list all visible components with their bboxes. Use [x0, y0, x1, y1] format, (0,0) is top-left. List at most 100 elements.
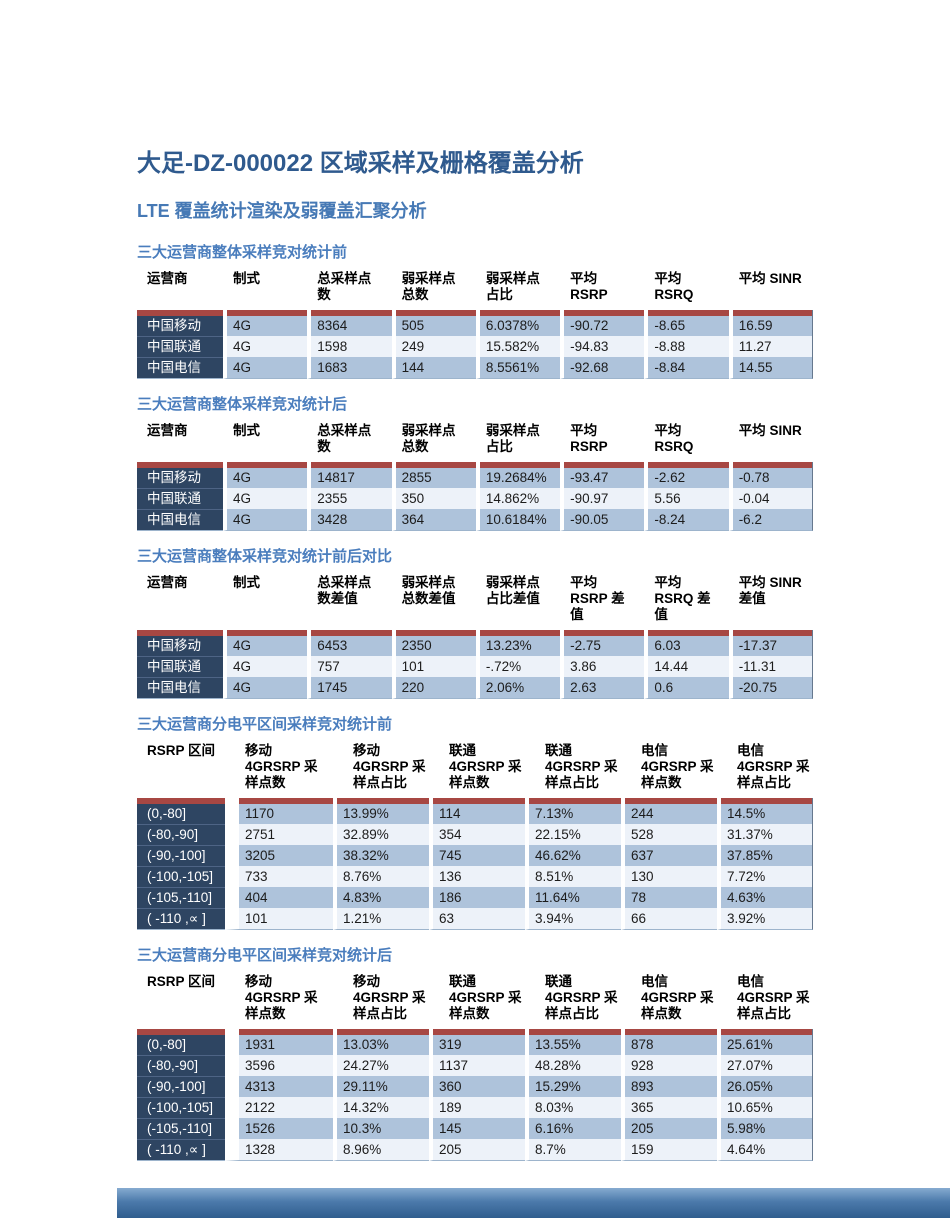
data-cell: 11.27 [728, 336, 813, 357]
row-label-cell: 中国电信 [137, 677, 223, 699]
data-cell: -0.04 [728, 488, 813, 509]
column-header: 移动 4GRSRP 采 样点数 [225, 740, 333, 798]
data-cell: 6.03 [644, 636, 729, 656]
data-cell: 3.92% [717, 908, 813, 930]
red-accent-segment [137, 462, 223, 468]
data-cell: 186 [429, 887, 525, 908]
row-label-cell: 中国联通 [137, 336, 223, 357]
table-row: 中国电信 4G 1683 144 8.5561% -92.68 -8.84 14.55 [137, 357, 813, 379]
column-header: 电信 4GRSRP 采 样点占比 [717, 971, 813, 1029]
table-row: 中国移动 4G 8364 505 6.0378% -90.72 -8.65 16.59 [137, 316, 813, 336]
red-accent-segment [391, 310, 476, 316]
column-header: 平均 SINR [728, 268, 813, 310]
table-row: 中国联通 4G 757 101 -.72% 3.86 14.44 -11.31 [137, 656, 813, 677]
data-cell: 354 [429, 824, 525, 845]
data-cell: 8364 [307, 316, 392, 336]
data-cell: 5.98% [717, 1118, 813, 1139]
column-header: 制式 [223, 572, 308, 630]
red-accent-segment [137, 630, 223, 636]
data-cell: -2.75 [560, 636, 645, 656]
data-cell: 101 [391, 656, 476, 677]
data-cell: 8.03% [525, 1097, 621, 1118]
data-cell: 4G [223, 509, 308, 531]
data-cell: 360 [429, 1076, 525, 1097]
data-cell: 13.99% [333, 804, 429, 824]
table-row: (-90,-100] 3205 38.32% 745 46.62% 637 37.85% [137, 845, 813, 866]
data-cell: 32.89% [333, 824, 429, 845]
red-accent-segment [429, 1029, 525, 1035]
data-cell: 2355 [307, 488, 392, 509]
table-row: 中国联通 4G 2355 350 14.862% -90.97 5.56 -0.04 [137, 488, 813, 509]
data-cell: 4G [223, 357, 308, 379]
data-cell: 14.55 [728, 357, 813, 379]
data-cell: 13.55% [525, 1035, 621, 1055]
red-accent-segment [429, 798, 525, 804]
red-accent-bar [137, 462, 813, 468]
data-cell: 249 [391, 336, 476, 357]
data-cell: 220 [391, 677, 476, 699]
red-accent-segment [644, 630, 729, 636]
column-header: 弱采样点 占比 [475, 268, 561, 310]
column-header: 联通 4GRSRP 采 样点占比 [525, 971, 621, 1029]
data-cell: 19.2684% [475, 468, 561, 488]
data-cell: -90.97 [560, 488, 645, 509]
data-cell: 3596 [225, 1055, 333, 1076]
column-header: 制式 [223, 420, 308, 462]
table-row: (-105,-110] 1526 10.3% 145 6.16% 205 5.98% [137, 1118, 813, 1139]
stats-table-overall-after: 运营商 制式 总采样点 数弱采样点 总数 弱采样点 占比 平均 RSRP 平均 RSRQ 平… [137, 420, 813, 531]
data-cell: 4.83% [333, 887, 429, 908]
column-header: 联通 4GRSRP 采 样点数 [429, 740, 525, 798]
row-label-cell: (-100,-105] [137, 866, 225, 887]
red-accent-segment [225, 1029, 333, 1035]
document-body: 大足-DZ-000022 区域采样及栅格覆盖分析 LTE 覆盖统计渲染及弱覆盖汇… [137, 150, 813, 1161]
data-cell: 365 [621, 1097, 717, 1118]
column-header: 运营商 [137, 572, 223, 630]
column-header: 电信 4GRSRP 采 样点数 [621, 971, 717, 1029]
column-header: 电信 4GRSRP 采 样点占比 [717, 740, 813, 798]
data-cell: 4313 [225, 1076, 333, 1097]
column-header: 移动 4GRSRP 采 样点数 [225, 971, 333, 1029]
header-row: 运营商 制式 总采样点 数差值 弱采样点 总数差值 弱采样点 占比差值 平均 RSRP 差… [137, 572, 813, 630]
header-row: RSRP 区间 移动 4GRSRP 采 样点数 移动 4GRSRP 采 样点占比 联通… [137, 971, 813, 1029]
data-cell: -8.88 [644, 336, 729, 357]
data-cell: -90.05 [560, 509, 645, 531]
column-header: 总采样点 数差值 [307, 572, 392, 630]
red-accent-segment [475, 462, 561, 468]
data-cell: 8.76% [333, 866, 429, 887]
section-heading: 三大运营商整体采样竞对统计前后对比 [137, 548, 393, 565]
header-row: RSRP 区间 移动 4GRSRP 采 样点数 移动 4GRSRP 采 样点占比 联通… [137, 740, 813, 798]
section-heading: 三大运营商分电平区间采样竞对统计后 [137, 947, 393, 964]
data-cell: 6453 [307, 636, 392, 656]
table-row: (0,-80] 1170 13.99% 114 7.13% 244 14.5% [137, 804, 813, 824]
data-cell: 1137 [429, 1055, 525, 1076]
column-header: RSRP 区间 [137, 740, 225, 798]
data-cell: 2855 [391, 468, 476, 488]
data-cell: 8.51% [525, 866, 621, 887]
data-cell: 1598 [307, 336, 392, 357]
stats-table-overall-before: 运营商 制式 总采样点 数弱采样点 总数 弱采样点 占比 平均 RSRP 平均 RSRQ 平… [137, 268, 813, 379]
table-row: 中国联通 4G 1598 249 15.582% -94.83 -8.88 11.27 [137, 336, 813, 357]
column-header: 联通 4GRSRP 采 样点占比 [525, 740, 621, 798]
data-cell: 7.13% [525, 804, 621, 824]
column-header: 联通 4GRSRP 采 样点数 [429, 971, 525, 1029]
data-cell: 1931 [225, 1035, 333, 1055]
data-cell: 1526 [225, 1118, 333, 1139]
header-row: 运营商 制式 总采样点 数弱采样点 总数 弱采样点 占比 平均 RSRP 平均 RSRQ 平… [137, 268, 813, 310]
column-header: 弱采样点 总数差值 [391, 572, 476, 630]
red-accent-bar [137, 798, 813, 804]
data-cell: -90.72 [560, 316, 645, 336]
page-title: 大足-DZ-000022 区域采样及栅格覆盖分析 [137, 150, 584, 177]
data-cell: 4G [223, 677, 308, 699]
row-label-cell: 中国电信 [137, 357, 223, 379]
column-header: 平均 RSRQ 差 值 [644, 572, 729, 630]
red-accent-bar [137, 1029, 813, 1035]
row-label-cell: (-80,-90] [137, 1055, 225, 1076]
data-cell: -20.75 [728, 677, 813, 699]
data-cell: 10.6184% [475, 509, 561, 531]
row-label-cell: (0,-80] [137, 804, 225, 824]
column-header: 总采样点 数 [307, 420, 392, 462]
data-cell: -92.68 [560, 357, 645, 379]
table-section-overall-before: 三大运营商整体采样竞对统计前 运营商 制式 总采样点 数弱采样点 总数 弱采样点 占比… [137, 244, 813, 379]
data-cell: -11.31 [728, 656, 813, 677]
data-cell: 4.64% [717, 1139, 813, 1161]
